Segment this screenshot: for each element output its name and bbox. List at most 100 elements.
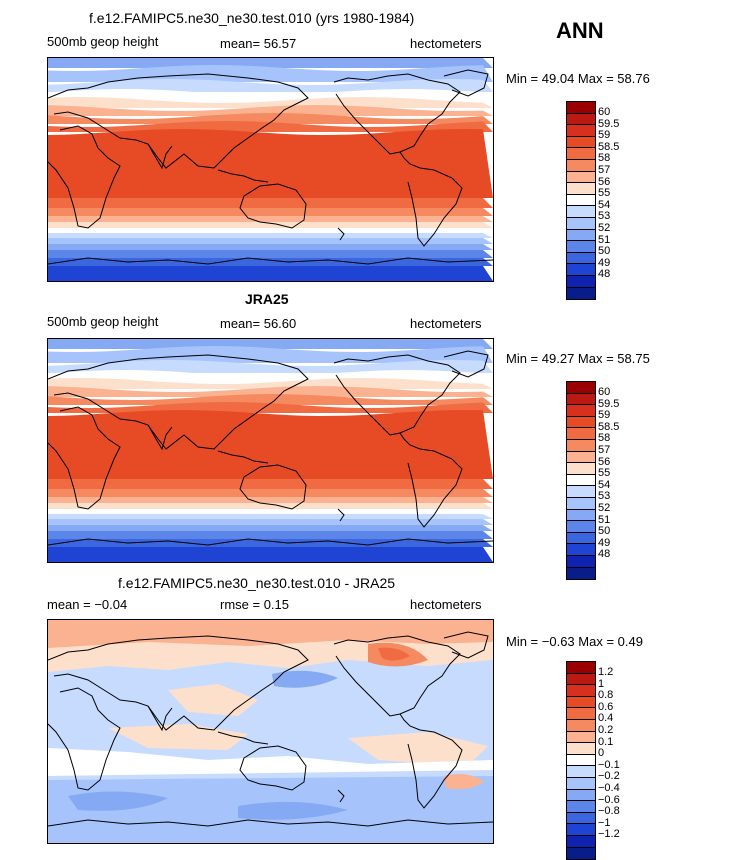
contour-band [48,258,493,266]
contour-band [48,129,493,198]
panel3-colorbar [566,661,596,860]
colorbar-swatch [567,731,595,744]
colorbar-swatch [567,229,595,242]
contour-band [48,479,493,489]
coastline [337,227,345,241]
coastline [48,125,121,229]
panel3-title: f.e12.FAMIPC5.ne30_ne30.test.010 - JRA25 [118,575,396,591]
panel2-map [47,338,494,563]
coastline [48,73,309,169]
coastline [443,350,489,378]
colorbar-swatch [567,743,595,755]
coastline [48,406,121,510]
colorbar-swatch [567,766,595,778]
coastline [48,635,309,731]
colorbar-swatch [567,789,595,802]
colorbar-swatch [567,532,595,545]
colorbar-swatch [567,567,595,580]
coastline [333,73,461,155]
colorbar-tick-label: 51 [598,233,611,246]
colorbar-swatch [567,194,595,207]
contour-band [48,489,493,497]
panel2-title: JRA25 [245,291,289,307]
panel2-colorbar [566,381,596,581]
contour-band [272,670,338,688]
colorbar-tick-label: 49 [598,256,611,269]
colorbar-swatch [567,102,595,114]
colorbar-tick-label: 1.2 [598,666,614,678]
colorbar-tick-label: 54 [598,478,611,491]
colorbar-swatch [567,405,595,417]
contour-band [378,647,410,661]
colorbar-tick-label: 0.8 [598,689,614,702]
colorbar-swatch [567,696,595,709]
contour-band [48,519,493,525]
contour-band [48,514,493,519]
season-label: ANN [556,18,604,43]
contour-band [48,222,493,228]
panel1-units: hectometers [410,36,482,51]
colorbar-swatch [567,801,595,813]
panel2-minmax: Min = 49.27 Max = 58.75 [506,351,650,366]
coastline [239,745,307,791]
coastline [147,705,173,732]
colorbar-tick-label: −0.2 [598,770,620,783]
coastline [337,508,345,522]
colorbar-swatch [567,812,595,825]
colorbar-tick-label: 51 [598,513,611,526]
colorbar-tick-label: 54 [598,198,611,211]
colorbar-tick-label: 48 [598,268,611,281]
panel3-units: hectometers [410,597,482,612]
colorbar-swatch [567,463,595,475]
contour-band [48,89,493,100]
contour-band [48,748,493,776]
colorbar-swatch [567,509,595,522]
colorbar-swatch [567,439,595,452]
colorbar-tick-label: 59.5 [598,117,620,130]
colorbar-swatch [567,125,595,137]
colorbar-tick-label: 58 [598,432,611,445]
colorbar-tick-label: −0.6 [598,793,620,806]
colorbar-swatch [567,275,595,288]
contour-band [48,216,493,222]
colorbar-tick-label: −0.8 [598,805,620,818]
contour-band [48,547,493,562]
coastline [217,450,269,464]
colorbar-swatch [567,555,595,568]
colorbar-swatch [567,673,595,686]
colorbar-swatch [567,824,595,836]
colorbar-swatch [567,544,595,556]
colorbar-swatch [567,206,595,218]
colorbar-swatch [567,685,595,697]
contour-band [48,79,493,92]
coastline [399,432,421,450]
panel2-variable: 500mb geop height [47,314,159,329]
contour-band [48,244,493,250]
coastline [239,183,307,229]
coastlines [48,69,493,265]
colorbar-swatch [567,393,595,406]
coastline [407,167,463,247]
colorbar-tick-label: 53 [598,210,611,223]
colorbar-tick-label: 53 [598,490,611,503]
contour-band [48,250,493,258]
panel1-variable: 500mb geop height [47,34,159,49]
colorbar-swatch [567,497,595,510]
colorbar-tick-label: 0.1 [598,735,614,748]
coastline [337,789,345,803]
colorbar-swatch [567,183,595,195]
colorbar-swatch [567,416,595,429]
coastline [399,713,421,731]
colorbar-tick-label: 59 [598,129,611,142]
contour-band [48,208,493,216]
coastline [147,424,173,451]
coastline [399,151,421,169]
colorbar-tick-label: 59 [598,409,611,422]
coastline [48,538,493,546]
colorbar-tick-label: 58.5 [598,420,620,433]
coastline [333,354,461,436]
colorbar-swatch [567,241,595,253]
colorbar-tick-label: 49 [598,536,611,549]
colorbar-swatch [567,428,595,440]
colorbar-tick-label: 58.5 [598,140,620,153]
